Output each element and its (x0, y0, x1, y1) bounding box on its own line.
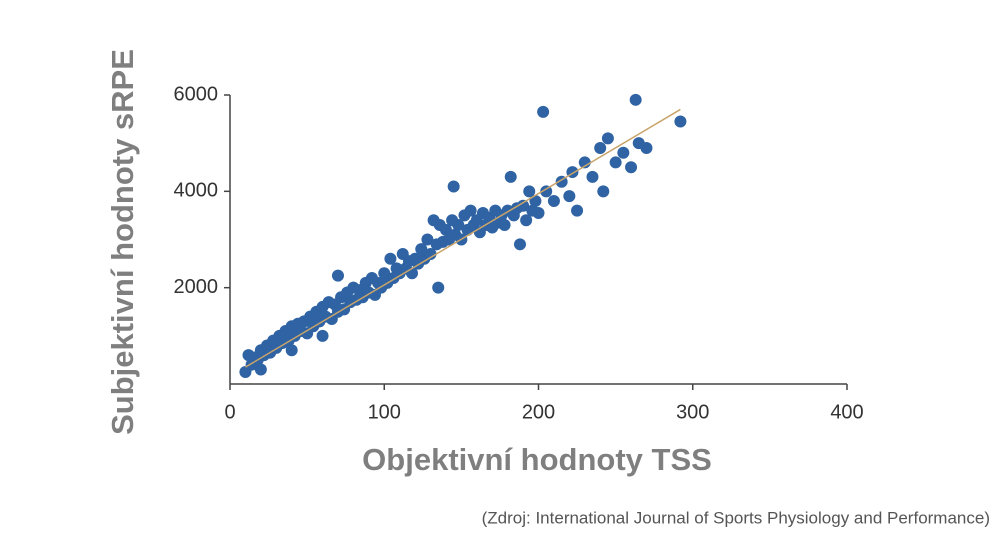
data-point (601, 132, 614, 145)
data-point (597, 185, 610, 198)
x-tick-label: 0 (224, 401, 235, 423)
trend-line (245, 108, 681, 368)
data-point (532, 207, 545, 220)
data-point (415, 243, 428, 256)
x-tick-label: 400 (830, 401, 863, 423)
x-axis-label: Objektivní hodnoty TSS (362, 442, 712, 477)
data-point (439, 223, 452, 236)
data-point (640, 141, 653, 154)
data-point (316, 329, 329, 342)
data-point (498, 219, 511, 232)
data-point (625, 161, 638, 174)
data-point (285, 344, 298, 357)
data-point (447, 180, 460, 193)
x-tick-label: 200 (522, 401, 555, 423)
data-point (578, 156, 591, 169)
data-point (609, 156, 622, 169)
data-point (513, 238, 526, 251)
x-tick-label: 100 (368, 401, 401, 423)
y-axis-label: Subjektivní hodnoty sRPE (105, 49, 140, 435)
data-point (571, 204, 584, 217)
data-point (384, 252, 397, 265)
data-point (424, 247, 437, 260)
data-point (674, 115, 687, 128)
data-point (563, 190, 576, 203)
data-point (432, 281, 445, 294)
data-point (586, 170, 599, 183)
x-tick-label: 300 (676, 401, 709, 423)
data-point (452, 219, 465, 232)
data-point (523, 185, 536, 198)
data-point (254, 363, 267, 376)
data-point (504, 170, 517, 183)
data-point (537, 105, 550, 118)
data-point (378, 267, 391, 280)
data-point (331, 269, 344, 282)
data-point (529, 194, 542, 207)
data-point (617, 146, 630, 159)
data-point (464, 204, 477, 217)
data-point (594, 141, 607, 154)
data-point (540, 185, 553, 198)
y-tick-label: 4000 (174, 180, 219, 202)
y-tick-label: 6000 (174, 83, 219, 105)
y-tick-label: 2000 (174, 276, 219, 298)
data-point (547, 194, 560, 207)
data-point (520, 214, 533, 227)
data-point (421, 233, 434, 246)
data-point (517, 199, 530, 212)
source-note: (Zdroj: International Journal of Sports … (482, 508, 990, 527)
data-point (629, 93, 642, 106)
